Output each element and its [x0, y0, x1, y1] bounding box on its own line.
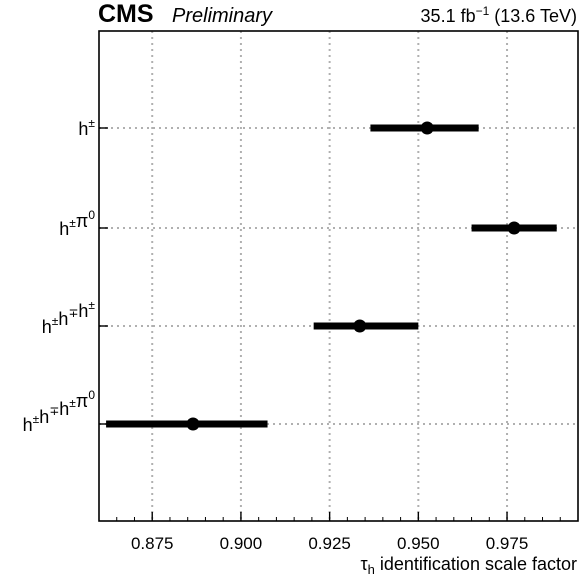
x-tick-label: 0.925: [308, 534, 351, 553]
status-label: Preliminary: [172, 5, 273, 27]
lumi-label: 35.1 fb−1 (13.6 TeV): [421, 4, 577, 26]
category-labels: h± h±π0 h±h∓h± h±h∓h±π0: [23, 116, 96, 435]
x-tick-label: 0.900: [220, 534, 263, 553]
data-point: [420, 121, 434, 135]
data-marks: [106, 121, 557, 431]
grid-lines: [99, 31, 578, 521]
category-label: h±h∓h±: [42, 298, 96, 337]
data-point: [186, 417, 200, 431]
x-tick-label: 0.950: [397, 534, 440, 553]
experiment-label: CMS: [98, 0, 154, 28]
x-tick-label: 0.875: [131, 534, 174, 553]
category-label: h±π0: [59, 208, 95, 239]
category-label: h±: [78, 116, 95, 139]
x-tick-label: 0.975: [486, 534, 529, 553]
axis-ticks: 0.875 0.900 0.925 0.950 0.975: [99, 127, 561, 553]
x-axis-label: τh identification scale factor: [361, 554, 577, 576]
data-point: [507, 221, 521, 235]
category-label: h±h∓h±π0: [23, 388, 96, 435]
data-point: [353, 319, 367, 333]
plot-frame: [98, 30, 579, 522]
